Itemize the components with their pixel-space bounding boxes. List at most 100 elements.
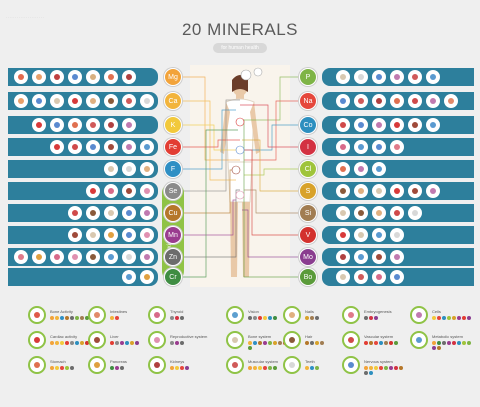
organ-icon <box>50 94 64 108</box>
organ-icon <box>354 250 368 264</box>
legend-item-pancreas: Pancreas <box>88 356 188 388</box>
hair-icon <box>283 331 301 349</box>
element-symbol: Se <box>168 188 178 195</box>
organ-icon <box>68 250 82 264</box>
organ-icon <box>390 206 404 220</box>
organ-icon <box>390 70 404 84</box>
organ-icon <box>104 94 118 108</box>
cells-icon <box>410 306 428 324</box>
stomach-icon <box>28 356 46 374</box>
right-row-p <box>322 68 474 86</box>
organ-icon <box>372 162 386 176</box>
element-symbol: Fe <box>168 144 178 151</box>
left-row-k <box>8 116 158 134</box>
element-fe: Fe <box>164 138 182 156</box>
organ-icon <box>104 206 118 220</box>
legend-label: Hair <box>305 334 313 339</box>
legend-item-bone-activity: Bone Activity <box>28 306 128 338</box>
right-row-cl <box>322 160 474 178</box>
organ-icon <box>354 228 368 242</box>
organ-icon <box>354 70 368 84</box>
mineral-dots <box>248 316 288 320</box>
organ-icon <box>336 228 350 242</box>
element-bo: Bo <box>299 268 317 286</box>
organ-icon <box>372 118 386 132</box>
heart-icon <box>28 331 46 349</box>
organ-icon <box>14 94 28 108</box>
mineral-dots <box>50 316 90 320</box>
organ-icon <box>104 250 118 264</box>
element-i: I <box>299 138 317 156</box>
organ-icon <box>50 140 64 154</box>
element-mo: Mo <box>299 248 317 266</box>
organ-icon <box>336 270 350 284</box>
element-si: Si <box>299 204 317 222</box>
legend-item-metabolic-system: Metabolic system <box>410 331 480 363</box>
organ-icon <box>390 270 404 284</box>
organ-icon <box>14 250 28 264</box>
organ-icon <box>336 162 350 176</box>
organ-icon <box>408 94 422 108</box>
legend-label: Cardiac activity <box>50 334 78 339</box>
element-se: Se <box>164 182 182 200</box>
organ-icon <box>140 206 154 220</box>
mineral-dots <box>364 366 404 375</box>
element-ca: Ca <box>164 92 182 110</box>
right-row-si <box>322 204 474 222</box>
legend-item-cells: Cells <box>410 306 480 338</box>
intestines-icon <box>88 306 106 324</box>
legend-label: Stomach <box>50 359 66 364</box>
legend-item-kidneys: Kidneys <box>148 356 248 388</box>
bone-system-icon <box>226 331 244 349</box>
element-symbol: I <box>307 144 309 151</box>
organ-icon <box>444 94 458 108</box>
mineral-dots <box>170 316 210 320</box>
left-row-cr <box>8 268 158 286</box>
liver-icon <box>88 331 106 349</box>
legend-item-reproductive-system: Reproductive system <box>148 331 248 363</box>
right-row-co <box>322 116 474 134</box>
organ-icon <box>122 118 136 132</box>
legend-label: Nails <box>305 309 314 314</box>
legend-item-hair: Hair <box>283 331 383 363</box>
organ-icon <box>140 228 154 242</box>
organ-icon <box>68 94 82 108</box>
organ-icon <box>336 94 350 108</box>
organ-icon <box>104 140 118 154</box>
organ-icon <box>336 70 350 84</box>
mineral-dots <box>305 341 345 345</box>
left-row-se <box>8 182 158 200</box>
legend-item-vision: Vision <box>226 306 326 338</box>
element-f: F <box>164 160 182 178</box>
legend-label: Metabolic system <box>432 334 463 339</box>
element-p: P <box>299 68 317 86</box>
organ-icon <box>86 94 100 108</box>
element-symbol: Bo <box>303 274 313 281</box>
organ-icon <box>32 250 46 264</box>
organ-icon <box>408 70 422 84</box>
organ-icon <box>336 184 350 198</box>
element-symbol: F <box>170 166 176 173</box>
organ-icon <box>354 94 368 108</box>
mineral-dots <box>248 366 288 370</box>
organ-icon <box>426 70 440 84</box>
mineral-dots <box>110 341 150 345</box>
legend-item-embryogenesis: Embryogenesis <box>342 306 442 338</box>
organ-icon <box>390 94 404 108</box>
organ-icon <box>408 184 422 198</box>
organ-icon <box>354 206 368 220</box>
organ-icon <box>122 162 136 176</box>
organ-icon <box>426 184 440 198</box>
tooth-icon <box>283 356 301 374</box>
organ-icon <box>372 70 386 84</box>
page-subtitle: for human health <box>213 43 267 53</box>
organ-icon <box>122 250 136 264</box>
organ-icon <box>354 140 368 154</box>
left-row-cu <box>8 204 158 222</box>
organ-icon <box>86 118 100 132</box>
element-na: Na <box>299 92 317 110</box>
element-symbol: Cl <box>304 166 312 173</box>
vascular-icon <box>342 331 360 349</box>
organ-icon <box>122 140 136 154</box>
element-symbol: S <box>305 188 311 195</box>
